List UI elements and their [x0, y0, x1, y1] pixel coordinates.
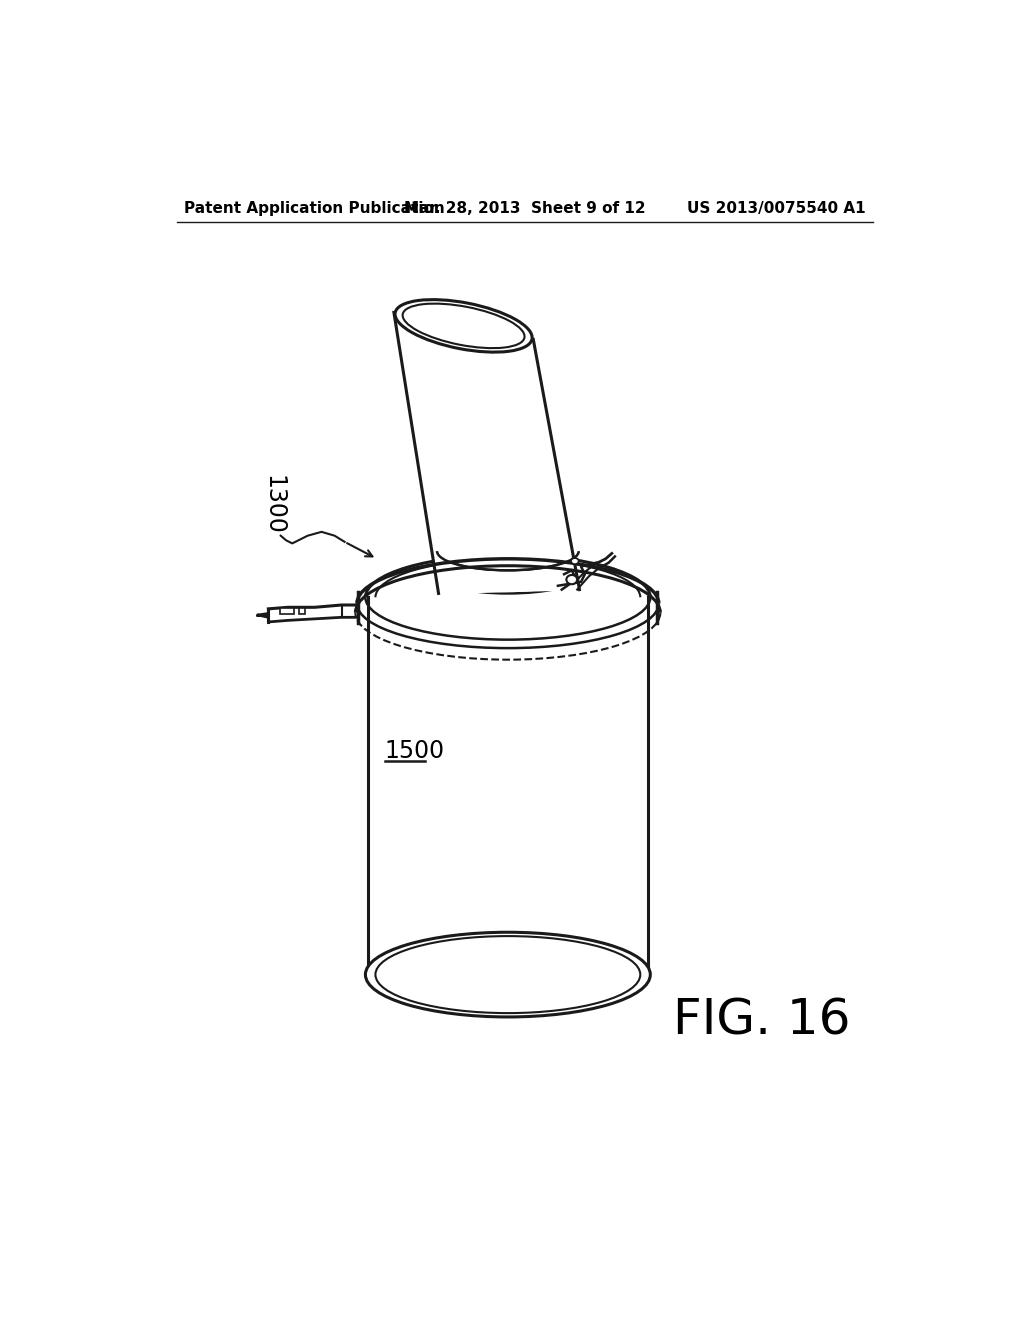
Text: Patent Application Publication: Patent Application Publication	[184, 201, 445, 216]
Ellipse shape	[402, 304, 524, 348]
Ellipse shape	[395, 300, 532, 352]
Text: US 2013/0075540 A1: US 2013/0075540 A1	[686, 201, 865, 216]
Text: 1300: 1300	[261, 475, 285, 535]
Bar	[280, 609, 294, 614]
Text: 1500: 1500	[385, 739, 444, 763]
Ellipse shape	[366, 932, 650, 1016]
Bar	[299, 609, 305, 614]
Text: Mar. 28, 2013  Sheet 9 of 12: Mar. 28, 2013 Sheet 9 of 12	[404, 201, 645, 216]
Ellipse shape	[566, 576, 578, 585]
Text: FIG. 16: FIG. 16	[673, 997, 851, 1045]
Ellipse shape	[571, 558, 579, 564]
Ellipse shape	[437, 540, 579, 578]
Ellipse shape	[376, 936, 640, 1014]
Polygon shape	[394, 313, 580, 594]
Polygon shape	[368, 597, 648, 974]
